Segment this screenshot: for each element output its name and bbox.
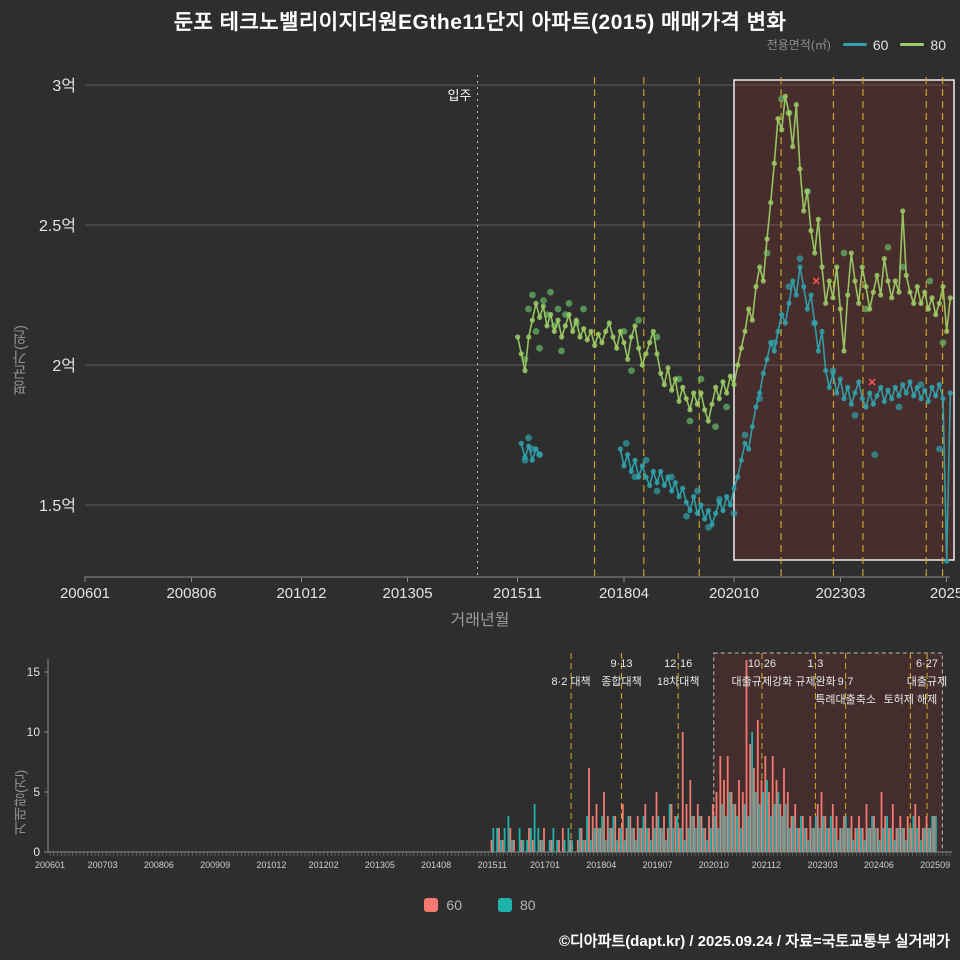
svg-text:201012: 201012 xyxy=(276,585,326,602)
volume-bars-80 xyxy=(492,732,937,852)
svg-text:201408: 201408 xyxy=(421,860,451,870)
svg-text:✕: ✕ xyxy=(868,377,877,389)
legend-line-60-swatch xyxy=(842,43,867,46)
legend-item-60: 60 xyxy=(842,36,889,53)
svg-text:12·16: 12·16 xyxy=(664,658,692,670)
svg-text:202509: 202509 xyxy=(920,860,950,870)
svg-text:15: 15 xyxy=(27,665,41,679)
svg-text:202406: 202406 xyxy=(864,860,894,870)
size-legend-label-80: 80 xyxy=(520,897,536,913)
svg-text:202303: 202303 xyxy=(808,860,838,870)
svg-text:200601: 200601 xyxy=(60,585,110,602)
page-title: 둔포 테크노밸리이지더원EGthe11단지 아파트(2015) 매매가격 변화 xyxy=(173,11,787,34)
svg-text:201804: 201804 xyxy=(586,860,616,870)
x-axis-title: 거래년월 xyxy=(450,612,510,629)
move-in-line: 입주 xyxy=(448,75,478,577)
svg-text:201804: 201804 xyxy=(599,585,649,602)
footer-credit: ©디아파트(dapt.kr) / 2025.09.24 / 자료=국토교통부 실… xyxy=(558,933,950,950)
svg-text:200601: 200601 xyxy=(35,860,65,870)
svg-text:대출규제: 대출규제 xyxy=(907,675,947,688)
svg-text:특례대출축소: 특례대출축소 xyxy=(815,693,876,706)
series-60 xyxy=(518,264,953,564)
svg-text:토허제 해제: 토허제 해제 xyxy=(884,692,938,706)
svg-text:9·7: 9·7 xyxy=(838,676,854,688)
svg-text:2.5억: 2.5억 xyxy=(39,217,76,235)
svg-text:202010: 202010 xyxy=(709,585,759,602)
svg-text:201511: 201511 xyxy=(493,585,542,602)
volume-bars-60 xyxy=(490,660,935,852)
highlight-box xyxy=(733,79,955,561)
size-legend-swatch-80 xyxy=(498,898,512,912)
svg-text:규제완화: 규제완화 xyxy=(795,675,835,688)
svg-text:8·2 대책: 8·2 대책 xyxy=(551,675,590,688)
y-axis: 3억 2.5억 2억 1.5억 xyxy=(39,77,76,515)
svg-text:200703: 200703 xyxy=(88,860,118,870)
x-axis: 200601 200703 200806 200909 201012 201202 2013… xyxy=(35,851,952,870)
size-legend-item-60: 60 xyxy=(424,897,462,913)
svg-text:✕: ✕ xyxy=(812,276,821,288)
area-legend-title: 전용면적(㎡) xyxy=(766,38,831,52)
svg-text:202303: 202303 xyxy=(815,585,865,602)
svg-text:202112: 202112 xyxy=(752,860,781,870)
size-legend: 60 80 xyxy=(0,897,960,913)
svg-text:3억: 3억 xyxy=(52,77,76,95)
svg-text:종합대책: 종합대책 xyxy=(601,675,641,688)
svg-text:0: 0 xyxy=(33,845,40,859)
svg-text:9·13: 9·13 xyxy=(610,658,632,670)
series-80 xyxy=(515,93,953,425)
legend-line-80-swatch xyxy=(900,43,925,46)
svg-text:2025: 2025 xyxy=(930,585,960,602)
x-axis: 200601 200806 201012 201305 201511 201804 2020… xyxy=(60,576,960,602)
volume-chart: 8·2 대책 9·13 종합대책 12·16 18차대책 10·26 대출규제강화 1·3 규제… xyxy=(27,652,952,870)
svg-text:10: 10 xyxy=(27,725,41,739)
svg-text:1.5억: 1.5억 xyxy=(39,497,76,515)
svg-text:입주: 입주 xyxy=(448,88,472,103)
svg-text:200806: 200806 xyxy=(144,860,174,870)
svg-text:202010: 202010 xyxy=(699,860,729,870)
svg-text:201012: 201012 xyxy=(256,860,286,870)
svg-text:18차대책: 18차대책 xyxy=(657,675,700,688)
legend-item-80: 80 xyxy=(900,37,946,53)
svg-text:대출규제강화: 대출규제강화 xyxy=(732,675,793,688)
svg-text:200909: 200909 xyxy=(200,860,230,870)
area-legend: 전용면적(㎡) 60 80 xyxy=(767,36,946,53)
svg-text:201511: 201511 xyxy=(478,860,507,870)
svg-text:5: 5 xyxy=(33,785,40,799)
svg-text:200806: 200806 xyxy=(166,585,216,602)
svg-text:201701: 201701 xyxy=(530,860,560,870)
legend-label-80: 80 xyxy=(930,36,946,53)
price-chart: 입주✕✕200601 200806 201012 201305 201511 201804… xyxy=(39,75,960,602)
legend-label-60: 60 xyxy=(872,36,889,53)
svg-text:201305: 201305 xyxy=(365,860,395,870)
svg-text:6·27: 6·27 xyxy=(916,658,938,670)
svg-text:10·26: 10·26 xyxy=(748,658,776,670)
svg-text:201907: 201907 xyxy=(642,860,672,870)
size-legend-swatch-60 xyxy=(424,898,439,912)
svg-text:201305: 201305 xyxy=(382,585,432,602)
svg-text:2억: 2억 xyxy=(52,357,76,375)
size-legend-label-60: 60 xyxy=(446,897,462,913)
policy-annotations: 8·2 대책 9·13 종합대책 12·16 18차대책 10·26 대출규제강화 1·3 규제… xyxy=(551,658,947,706)
y-axis: 0 5 10 15 xyxy=(27,659,49,859)
grid-lines xyxy=(85,84,950,506)
svg-text:1·3: 1·3 xyxy=(807,658,823,670)
svg-text:201202: 201202 xyxy=(309,860,339,870)
outlier-marks: ✕✕ xyxy=(812,276,877,389)
size-legend-item-80: 80 xyxy=(498,897,536,913)
